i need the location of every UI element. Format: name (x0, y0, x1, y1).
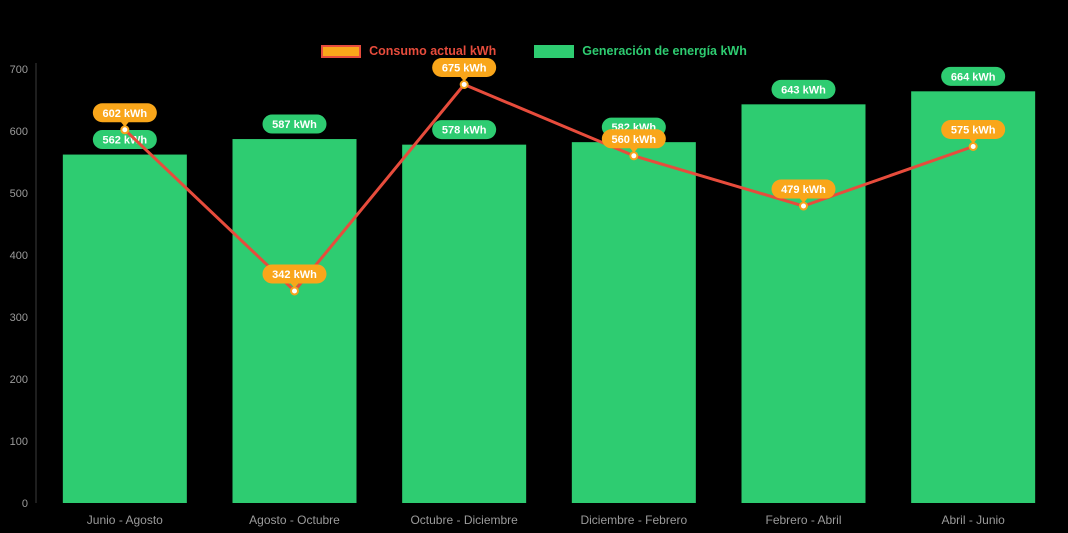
consumption-value-pill (92, 103, 157, 123)
generation-bar[interactable] (571, 142, 696, 503)
consumption-value-pill-text: 575 kWh (951, 125, 996, 137)
y-tick-label: 700 (10, 64, 28, 76)
generation-bar[interactable] (232, 139, 357, 503)
legend-label-consumo: Consumo actual kWh (369, 44, 497, 58)
consumption-point[interactable] (629, 151, 639, 161)
y-tick-label: 0 (22, 498, 28, 510)
legend: Consumo actual kWh Generación de energía… (0, 44, 1068, 58)
consumption-value-pill (432, 58, 497, 77)
consumption-point[interactable] (120, 125, 130, 135)
consumption-value-pill (941, 120, 1006, 139)
y-tick-label: 200 (10, 374, 28, 386)
y-tick-label: 400 (10, 250, 28, 262)
y-tick-label: 500 (10, 188, 28, 200)
consumption-value-pill-text: 560 kWh (612, 134, 657, 146)
generation-bar[interactable] (62, 154, 187, 503)
consumption-value-pill-text: 675 kWh (442, 63, 487, 75)
x-category-label: Febrero - Abril (765, 513, 841, 527)
generation-value-pill (771, 79, 836, 99)
x-category-label: Abril - Junio (941, 513, 1005, 527)
y-tick-label: 600 (10, 126, 28, 138)
generation-value-pill-text: 664 kWh (951, 71, 996, 83)
y-tick-label: 100 (10, 436, 28, 448)
consumption-value-pill (601, 129, 666, 149)
generation-value-pill (262, 114, 327, 134)
consumption-point[interactable] (290, 286, 299, 296)
consumption-value-pill-text: 479 kWh (781, 184, 826, 196)
generation-value-pill-text: 578 kWh (442, 125, 487, 137)
x-category-label: Octubre - Diciembre (410, 513, 518, 527)
generation-value-pill-text: 587 kWh (272, 119, 317, 131)
generation-value-pill (432, 120, 497, 140)
consumo-swatch-icon (321, 44, 362, 58)
consumption-value-pill-text: 602 kWh (103, 108, 148, 120)
generacion-swatch-icon (534, 44, 575, 58)
x-category-label: Diciembre - Febrero (580, 513, 687, 527)
legend-item-consumo[interactable]: Consumo actual kWh (321, 44, 496, 58)
consumption-point[interactable] (968, 142, 978, 151)
x-category-label: Agosto - Octubre (249, 513, 340, 527)
y-tick-label: 300 (10, 312, 28, 324)
legend-label-generacion: Generación de energía kWh (582, 44, 747, 58)
consumption-value-pill-text: 342 kWh (272, 269, 317, 281)
generation-bar[interactable] (741, 104, 866, 503)
generation-value-pill (941, 66, 1006, 86)
generation-bar[interactable] (911, 91, 1036, 503)
generation-bar[interactable] (402, 144, 527, 503)
consumption-value-pill (771, 179, 836, 199)
consumption-point[interactable] (459, 80, 469, 89)
consumption-point[interactable] (799, 201, 808, 211)
x-category-label: Junio - Agosto (87, 513, 163, 527)
generation-value-pill-text: 562 kWh (103, 135, 148, 147)
legend-item-generacion[interactable]: Generación de energía kWh (534, 44, 747, 58)
generation-value-pill-text: 643 kWh (781, 84, 826, 96)
consumption-value-pill (262, 264, 327, 284)
